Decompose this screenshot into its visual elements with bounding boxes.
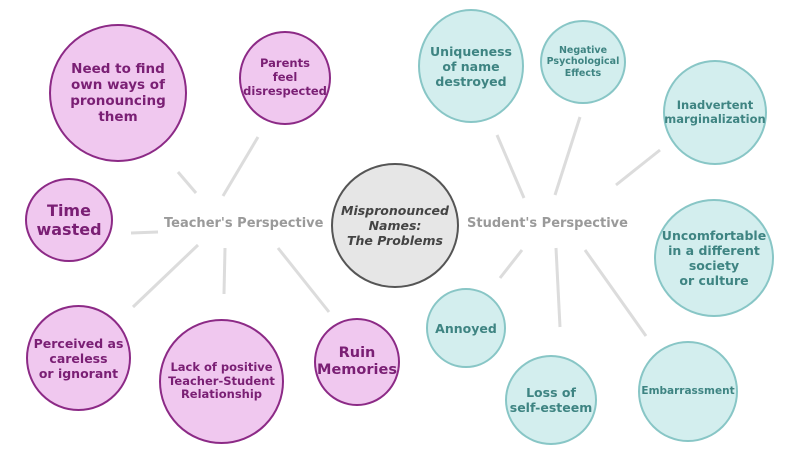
connector-line bbox=[130, 230, 159, 235]
connector-line bbox=[131, 243, 200, 309]
student-node-marginalization: Inadvertent marginalization bbox=[663, 60, 767, 165]
teacher-node-time-wasted: Time wasted bbox=[25, 178, 113, 262]
teacher-node-perceived-careless: Perceived as careless or ignorant bbox=[26, 305, 131, 411]
student-perspective-label: Student's Perspective bbox=[467, 216, 628, 231]
connector-line bbox=[276, 247, 331, 313]
connector-line bbox=[495, 134, 526, 199]
student-node-uncomfortable: Uncomfortable in a different society or … bbox=[654, 199, 774, 317]
student-node-negative-effects: Negative Psychological Effects bbox=[540, 20, 626, 104]
connector-line bbox=[553, 116, 582, 196]
teacher-node-lack-relationship: Lack of positive Teacher-Student Relatio… bbox=[159, 319, 284, 444]
teacher-node-ruin-memories: Ruin Memories bbox=[314, 318, 400, 406]
student-node-loss-self-esteem: Loss of self-esteem bbox=[505, 355, 597, 445]
teacher-node-parents-disrespected: Parents feel disrespected bbox=[239, 31, 331, 125]
teacher-perspective-label: Teacher's Perspective bbox=[164, 216, 324, 231]
student-node-uniqueness-destroyed: Uniqueness of name destroyed bbox=[418, 9, 524, 123]
connector-line bbox=[498, 249, 524, 279]
connector-line bbox=[222, 247, 227, 295]
connector-line bbox=[221, 136, 260, 197]
connector-line bbox=[583, 249, 648, 337]
teacher-node-find-own-ways: Need to find own ways of pronouncing the… bbox=[49, 24, 187, 162]
connector-line bbox=[554, 247, 562, 328]
student-node-annoyed: Annoyed bbox=[426, 288, 506, 368]
student-node-embarrassment: Embarrassment bbox=[638, 341, 738, 442]
center-node: Mispronounced Names: The Problems bbox=[331, 163, 459, 288]
connector-line bbox=[615, 148, 661, 187]
connector-line bbox=[176, 171, 198, 194]
